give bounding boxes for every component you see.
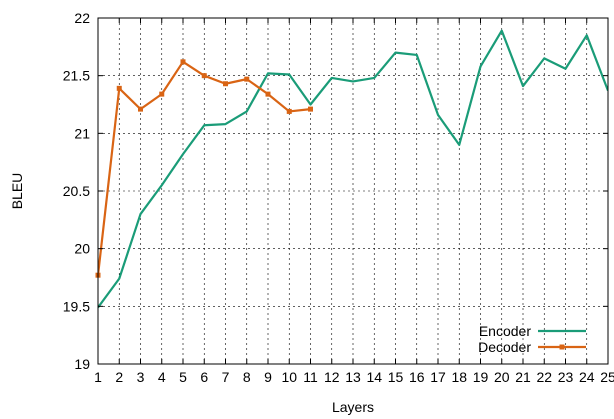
encoder-line bbox=[98, 29, 608, 309]
x-tick-label: 23 bbox=[558, 369, 574, 385]
x-tick-label: 2 bbox=[115, 369, 123, 385]
x-tick-label: 24 bbox=[579, 369, 595, 385]
x-tick-label: 14 bbox=[366, 369, 382, 385]
x-tick-label: 12 bbox=[324, 369, 340, 385]
x-tick-label: 25 bbox=[600, 369, 614, 385]
y-tick-label: 19 bbox=[74, 356, 90, 372]
x-axis-label: Layers bbox=[332, 399, 374, 415]
x-tick-label: 18 bbox=[451, 369, 467, 385]
grid-lines bbox=[98, 18, 608, 364]
x-tick-label: 20 bbox=[494, 369, 510, 385]
decoder-point bbox=[201, 73, 207, 79]
legend-label-decoder: Decoder bbox=[478, 339, 531, 355]
y-tick-label: 22 bbox=[74, 10, 90, 26]
x-tick-label: 6 bbox=[200, 369, 208, 385]
y-tick-label: 21.5 bbox=[63, 68, 90, 84]
x-tick-label: 4 bbox=[158, 369, 166, 385]
x-tick-label: 16 bbox=[409, 369, 425, 385]
legend-label-encoder: Encoder bbox=[479, 323, 531, 339]
x-tick-label: 5 bbox=[179, 369, 187, 385]
x-tick-label: 21 bbox=[515, 369, 531, 385]
axis-ticks: 1 2 3 4 5 6 7 8 9 10 11 12 13 14 15 16 17 18 19 20 21 22 23 24 2… bbox=[63, 10, 614, 385]
x-tick-label: 9 bbox=[264, 369, 272, 385]
x-tick-label: 15 bbox=[388, 369, 404, 385]
x-tick-label: 3 bbox=[137, 369, 145, 385]
x-tick-label: 7 bbox=[222, 369, 230, 385]
series-layer bbox=[95, 29, 608, 309]
x-tick-label: 19 bbox=[473, 369, 489, 385]
decoder-point bbox=[265, 91, 271, 97]
y-tick-label: 21 bbox=[74, 125, 90, 141]
decoder-point bbox=[308, 106, 313, 112]
decoder-point bbox=[244, 76, 250, 82]
x-tick-label: 17 bbox=[430, 369, 446, 385]
x-tick-label: 22 bbox=[536, 369, 552, 385]
y-tick-label: 19.5 bbox=[63, 298, 90, 314]
decoder-point bbox=[116, 85, 122, 91]
x-tick-label: 10 bbox=[281, 369, 297, 385]
legend-marker-decoder bbox=[559, 344, 565, 350]
y-axis-label: BLEU bbox=[9, 173, 25, 210]
decoder-point bbox=[138, 106, 143, 112]
y-tick-label: 20 bbox=[74, 241, 90, 257]
x-tick-label: 1 bbox=[94, 369, 102, 385]
decoder-point bbox=[180, 59, 186, 65]
decoder-point bbox=[223, 81, 228, 87]
x-tick-label: 11 bbox=[303, 369, 318, 385]
decoder-point bbox=[159, 91, 165, 97]
y-tick-label: 20.5 bbox=[63, 183, 90, 199]
decoder-point bbox=[286, 108, 292, 114]
x-tick-label: 13 bbox=[345, 369, 361, 385]
x-tick-label: 8 bbox=[243, 369, 251, 385]
